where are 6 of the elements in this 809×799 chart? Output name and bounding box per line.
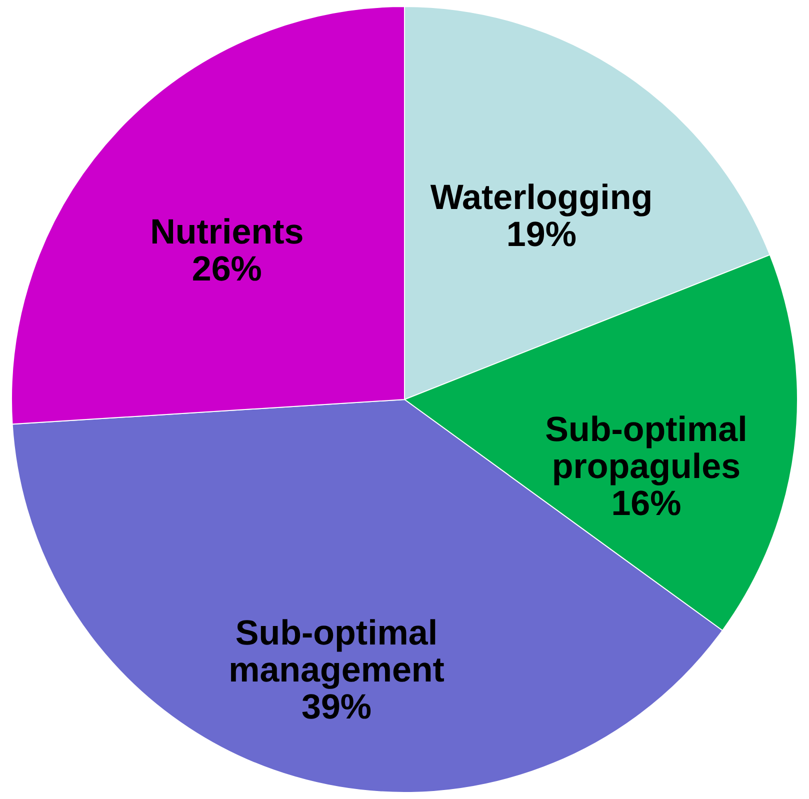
slice-label: Nutrients: [150, 212, 304, 252]
slice-label: Waterlogging: [430, 178, 653, 217]
slice-label: Sub-optimal management: [228, 613, 445, 690]
data-label: 16%: [611, 484, 682, 524]
data-label: 26%: [192, 250, 262, 289]
slice-label: Sub-optimal propagules: [545, 410, 748, 486]
